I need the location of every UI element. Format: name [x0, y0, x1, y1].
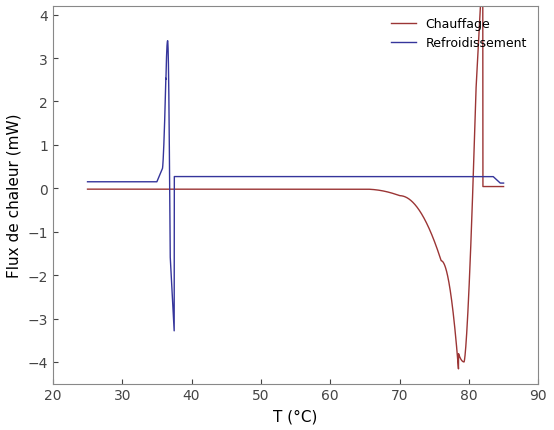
Chauffage [84, 187, 91, 192]
Chauffage [160, 187, 166, 192]
Chauffage [394, 193, 401, 198]
Chauffage [243, 187, 250, 192]
Chauffage [355, 187, 361, 192]
Chauffage [500, 184, 507, 190]
Chauffage [334, 187, 340, 192]
Chauffage [455, 366, 462, 372]
Refroidissement [355, 175, 362, 180]
Legend: Chauffage, Refroidissement: Chauffage, Refroidissement [386, 13, 532, 55]
Refroidissement [165, 39, 171, 44]
Line: Chauffage: Chauffage [88, 0, 504, 369]
X-axis label: T (°C): T (°C) [273, 408, 318, 423]
Refroidissement [427, 175, 433, 180]
Refroidissement [395, 175, 402, 180]
Refroidissement [84, 180, 91, 185]
Refroidissement [171, 329, 177, 334]
Chauffage [426, 227, 433, 233]
Refroidissement [500, 181, 507, 186]
Line: Refroidissement: Refroidissement [88, 42, 504, 331]
Y-axis label: Flux de chaleur (mW): Flux de chaleur (mW) [7, 113, 22, 277]
Refroidissement [243, 175, 250, 180]
Refroidissement [160, 159, 166, 164]
Refroidissement [334, 175, 341, 180]
